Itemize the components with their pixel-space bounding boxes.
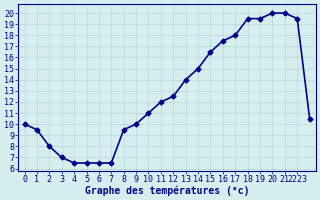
X-axis label: Graphe des températures (°c): Graphe des températures (°c) [85, 185, 249, 196]
